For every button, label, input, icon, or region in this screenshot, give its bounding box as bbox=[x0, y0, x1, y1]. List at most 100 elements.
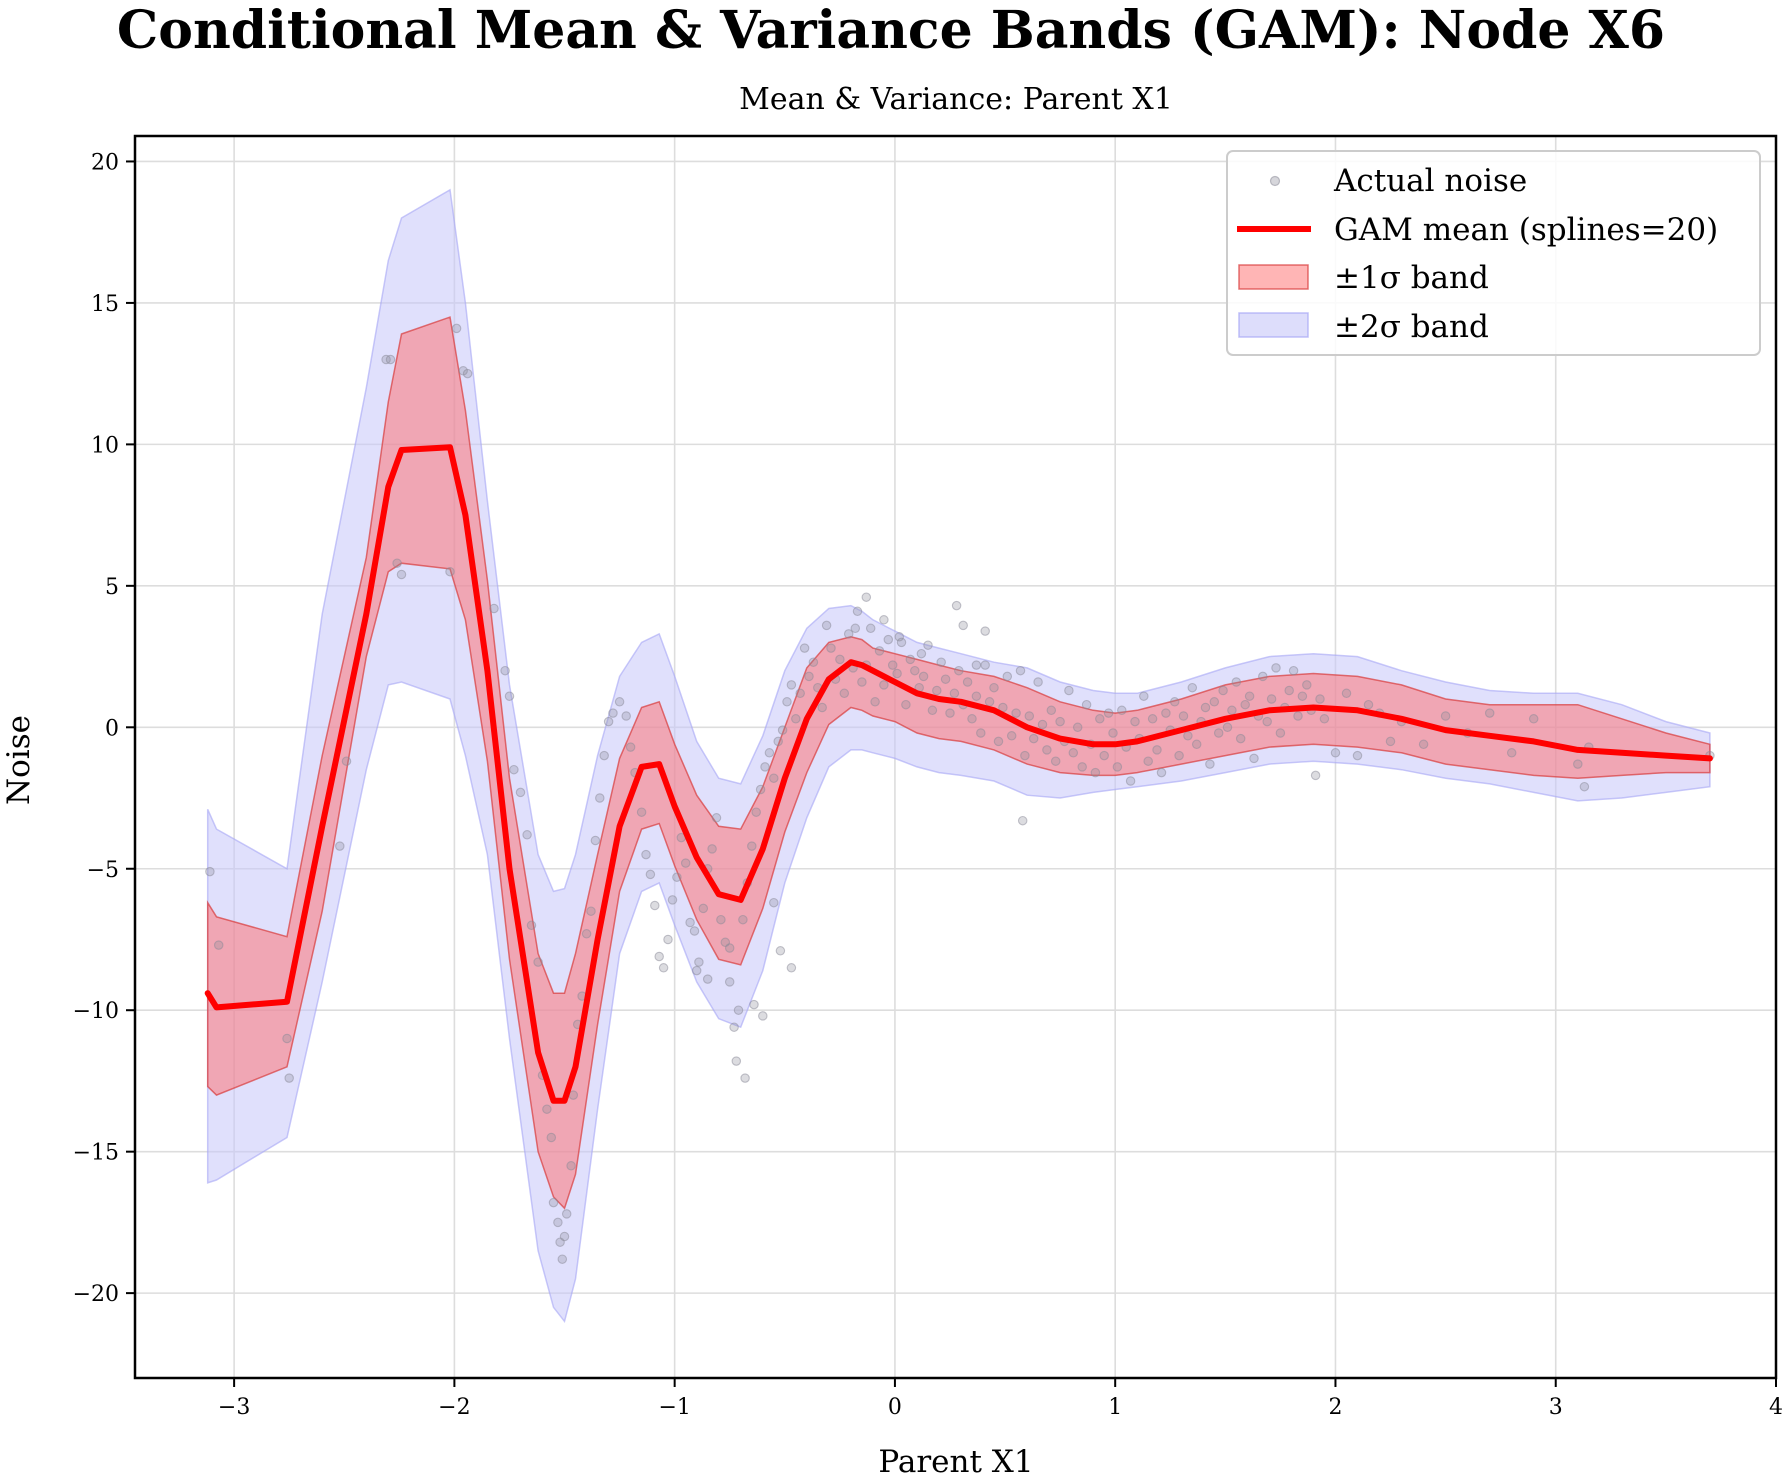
scatter-point bbox=[504, 691, 515, 701]
scatter-point bbox=[879, 615, 889, 625]
scatter-point bbox=[954, 665, 964, 676]
scatter-point bbox=[680, 858, 691, 868]
scatter-point bbox=[724, 977, 735, 987]
plot-frame bbox=[133, 134, 1778, 1380]
scatter-point bbox=[711, 813, 722, 823]
scatter-point bbox=[396, 569, 407, 580]
scatter-point bbox=[932, 685, 942, 696]
chart-title: Conditional Mean & Variance Bands (GAM):… bbox=[117, 0, 1665, 61]
scatter-point bbox=[775, 946, 786, 956]
x-axis-label: Parent X1 bbox=[878, 1444, 1033, 1480]
scatter-point bbox=[1125, 776, 1136, 786]
scatter-point bbox=[590, 835, 601, 846]
scatter-point bbox=[685, 917, 695, 928]
scatter-point bbox=[1262, 716, 1272, 727]
scatter-point bbox=[1218, 685, 1228, 696]
scatter-point bbox=[392, 558, 402, 568]
scatter-point bbox=[1006, 731, 1017, 741]
band-1-sigma bbox=[206, 316, 1711, 1210]
scatter-point bbox=[1064, 685, 1074, 696]
scatter-point bbox=[1187, 682, 1198, 693]
scatter-point bbox=[515, 787, 526, 798]
scatter-point bbox=[586, 906, 596, 916]
scatter-point bbox=[835, 654, 845, 665]
scatter-point bbox=[546, 1132, 557, 1143]
scatter-point bbox=[205, 866, 215, 877]
scatter-point bbox=[614, 697, 625, 707]
scatter-point bbox=[1222, 722, 1233, 733]
x-axis-ticks: −3 −2 −1 0 1 2 3 4 bbox=[218, 1378, 1783, 1420]
scatter-point bbox=[980, 660, 990, 670]
x-tick-label: 3 bbox=[1549, 1395, 1563, 1420]
x-tick-label: 0 bbox=[888, 1395, 902, 1420]
scatter-point bbox=[852, 606, 863, 617]
scatter-point bbox=[1484, 708, 1495, 718]
x-tick-label: −2 bbox=[438, 1395, 470, 1420]
scatter-point bbox=[1174, 750, 1184, 761]
scatter-point bbox=[879, 680, 889, 690]
scatter-point bbox=[1017, 815, 1028, 826]
x-tick-label: −1 bbox=[658, 1395, 690, 1420]
scatter-point bbox=[1293, 711, 1303, 721]
scatter-point bbox=[282, 1033, 292, 1044]
scatter-point bbox=[1205, 759, 1215, 769]
scatter-point bbox=[749, 999, 759, 1010]
scatter-point bbox=[1152, 745, 1162, 755]
scatter-point bbox=[896, 637, 907, 648]
scatter-point bbox=[698, 903, 709, 914]
legend-label-gam-mean: GAM mean (splines=20) bbox=[1334, 212, 1718, 248]
band-1-sigma-area bbox=[206, 316, 1711, 1210]
scatter-point bbox=[667, 895, 678, 905]
scatter-point bbox=[1015, 665, 1026, 676]
y-axis-ticks: 20 15 10 5 0 −5 −10 −15 −20 bbox=[73, 150, 135, 1307]
scatter-point bbox=[1143, 756, 1153, 766]
scatter-point bbox=[870, 697, 880, 707]
scatter-point bbox=[826, 643, 836, 653]
scatter-point bbox=[733, 1005, 744, 1015]
y-tick-label: −10 bbox=[73, 999, 119, 1024]
scatter-point bbox=[861, 592, 872, 602]
scatter-point bbox=[786, 963, 797, 973]
scatter-point bbox=[694, 957, 704, 967]
legend-band1-swatch bbox=[1238, 264, 1309, 290]
scatter-point bbox=[462, 368, 473, 379]
scatter-point bbox=[980, 626, 990, 636]
scatter-point bbox=[865, 623, 876, 634]
scatter-point bbox=[1178, 711, 1189, 721]
mean-line-path bbox=[204, 444, 1713, 1104]
scatter-point bbox=[548, 1197, 559, 1208]
scatter-point bbox=[1020, 750, 1030, 761]
scatter-point bbox=[945, 708, 955, 718]
y-axis-label: Noise bbox=[1, 715, 37, 805]
scatter-point bbox=[1103, 708, 1114, 718]
scatter-point bbox=[916, 648, 927, 659]
scatter-point bbox=[769, 773, 779, 783]
scatter-point bbox=[1440, 711, 1451, 721]
scatter-point bbox=[1033, 677, 1043, 687]
scatter-point bbox=[526, 920, 537, 931]
scatter-point bbox=[1147, 714, 1158, 724]
scatter-points bbox=[205, 323, 1715, 1264]
scatter-point bbox=[843, 629, 854, 639]
scatter-point bbox=[764, 748, 775, 758]
scatter-point bbox=[1330, 748, 1341, 758]
scatter-point bbox=[936, 657, 946, 667]
scatter-point bbox=[645, 869, 656, 880]
scatter-point bbox=[993, 736, 1004, 747]
scatter-point bbox=[1117, 705, 1127, 716]
scatter-point bbox=[385, 354, 396, 365]
scatter-point bbox=[1271, 663, 1281, 673]
scatter-point bbox=[777, 725, 788, 735]
scatter-point bbox=[1573, 759, 1583, 769]
scatter-point bbox=[341, 756, 352, 766]
scatter-point bbox=[621, 711, 631, 721]
scatter-point bbox=[1095, 714, 1105, 724]
scatter-point bbox=[1341, 688, 1352, 699]
y-tick-label: −20 bbox=[73, 1282, 119, 1307]
scatter-point bbox=[1310, 770, 1321, 781]
scatter-point bbox=[724, 943, 735, 953]
scatter-point bbox=[1169, 697, 1180, 707]
scatter-point bbox=[760, 762, 770, 772]
scatter-point bbox=[213, 940, 224, 950]
scatter-point bbox=[769, 897, 779, 908]
